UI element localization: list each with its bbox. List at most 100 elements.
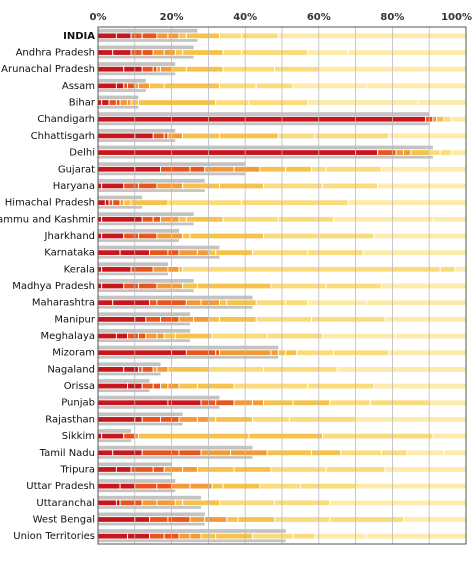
bar-segment [178,266,184,273]
bar-segment [388,349,467,356]
bar-segment [156,65,162,73]
bar-segment [171,349,187,356]
bar-segment [119,199,125,206]
bar-segment [152,216,162,223]
bar-segment [428,149,441,156]
bar-segment [196,249,209,256]
category-label: Kerala [64,264,95,275]
bar-segment [167,382,180,390]
category-label: Andhra Pradesh [16,48,95,59]
bar-segment [97,332,117,340]
bar-segment [123,199,132,206]
bar-segment [145,332,158,340]
bar-segment [108,199,114,206]
bar-segment [355,149,379,156]
bar-segment [366,299,467,306]
bar-segment [97,432,103,440]
bar-segment [141,416,162,423]
bar-segment [97,399,169,407]
bar-segment [171,132,184,140]
bar-segment [138,366,143,373]
bar-segment [252,532,294,540]
category-label: Bihar [69,98,96,109]
bar-segment [307,99,419,106]
bar-segment [156,182,173,190]
bar-segment [270,349,279,356]
bar-segment [218,499,276,507]
bar-segment [270,466,327,473]
bar-segment [366,532,467,540]
bar-segment [112,199,121,206]
bar-segment [174,332,213,340]
bar-segment [252,399,265,407]
bar-segment [207,249,217,256]
bar-segment [439,266,456,273]
bar-segment [450,115,467,123]
bar-segment [211,332,268,340]
bar-segment [222,216,279,223]
bar-segment [97,82,117,90]
bar-segment [263,366,338,373]
bar-segment [134,516,150,523]
bar-segment [432,216,467,223]
category-labels: INDIA Andhra Pradesh Arunachal Pradesh Assa… [0,31,96,542]
bar-segment [163,82,220,90]
category-label: Chandigarh [37,114,95,125]
bar-segment [439,149,452,156]
category-label: Assam [62,81,95,92]
bar-segment [178,32,187,40]
bar-segment [97,32,117,40]
bar-segment [138,182,158,190]
bar-segment [277,216,334,223]
bar-segment [138,99,217,106]
category-label: Rajasthan [45,414,95,425]
bar-segment [395,149,404,156]
bar-segment [138,82,150,90]
bar-segment [134,132,154,140]
bar-segment [432,115,438,123]
bar-segment [218,32,242,40]
bar-segment [443,449,467,457]
bar-segment [196,416,209,423]
bar-segment [307,299,368,306]
bar-segment [417,99,467,106]
bar-segment [97,199,106,206]
bar-segment [174,49,184,56]
bar-segment [196,382,235,390]
category-label: Arunachal Pradesh [1,64,95,75]
bar-segment [222,65,276,73]
bar-segment [101,182,125,190]
category-label: Orissa [64,381,95,392]
bar-segment [347,199,467,206]
bar-segment [115,499,121,507]
bar-segment [97,532,128,540]
bar-segment [318,232,375,240]
bar-segment [123,232,139,240]
bar-segment [134,82,139,90]
bar-segment [402,149,412,156]
category-label: Delhi [69,148,95,159]
x-tick-label: 60% [307,12,331,23]
bar-segment [222,482,261,490]
bar-segment [163,49,176,56]
bar-segment [97,382,128,390]
bar-segment [211,482,224,490]
bar-segment [263,232,320,240]
bar-segment [101,99,110,106]
bar-segment [255,299,287,306]
bar-segment [115,32,132,40]
bar-segment [97,232,103,240]
category-label: Uttaranchal [36,498,95,509]
bar-segment [115,99,121,106]
bar-segment [156,32,169,40]
bar-segment [307,249,364,256]
category-label: Meghalaya [40,331,95,342]
bar-segment [333,349,390,356]
bar-segment [167,399,202,407]
bar-segment [174,499,184,507]
gridlines [134,27,430,544]
bar-segment [178,316,195,323]
bar-segment [325,282,382,290]
bar-segment [355,416,467,423]
bar-segment [134,432,139,440]
